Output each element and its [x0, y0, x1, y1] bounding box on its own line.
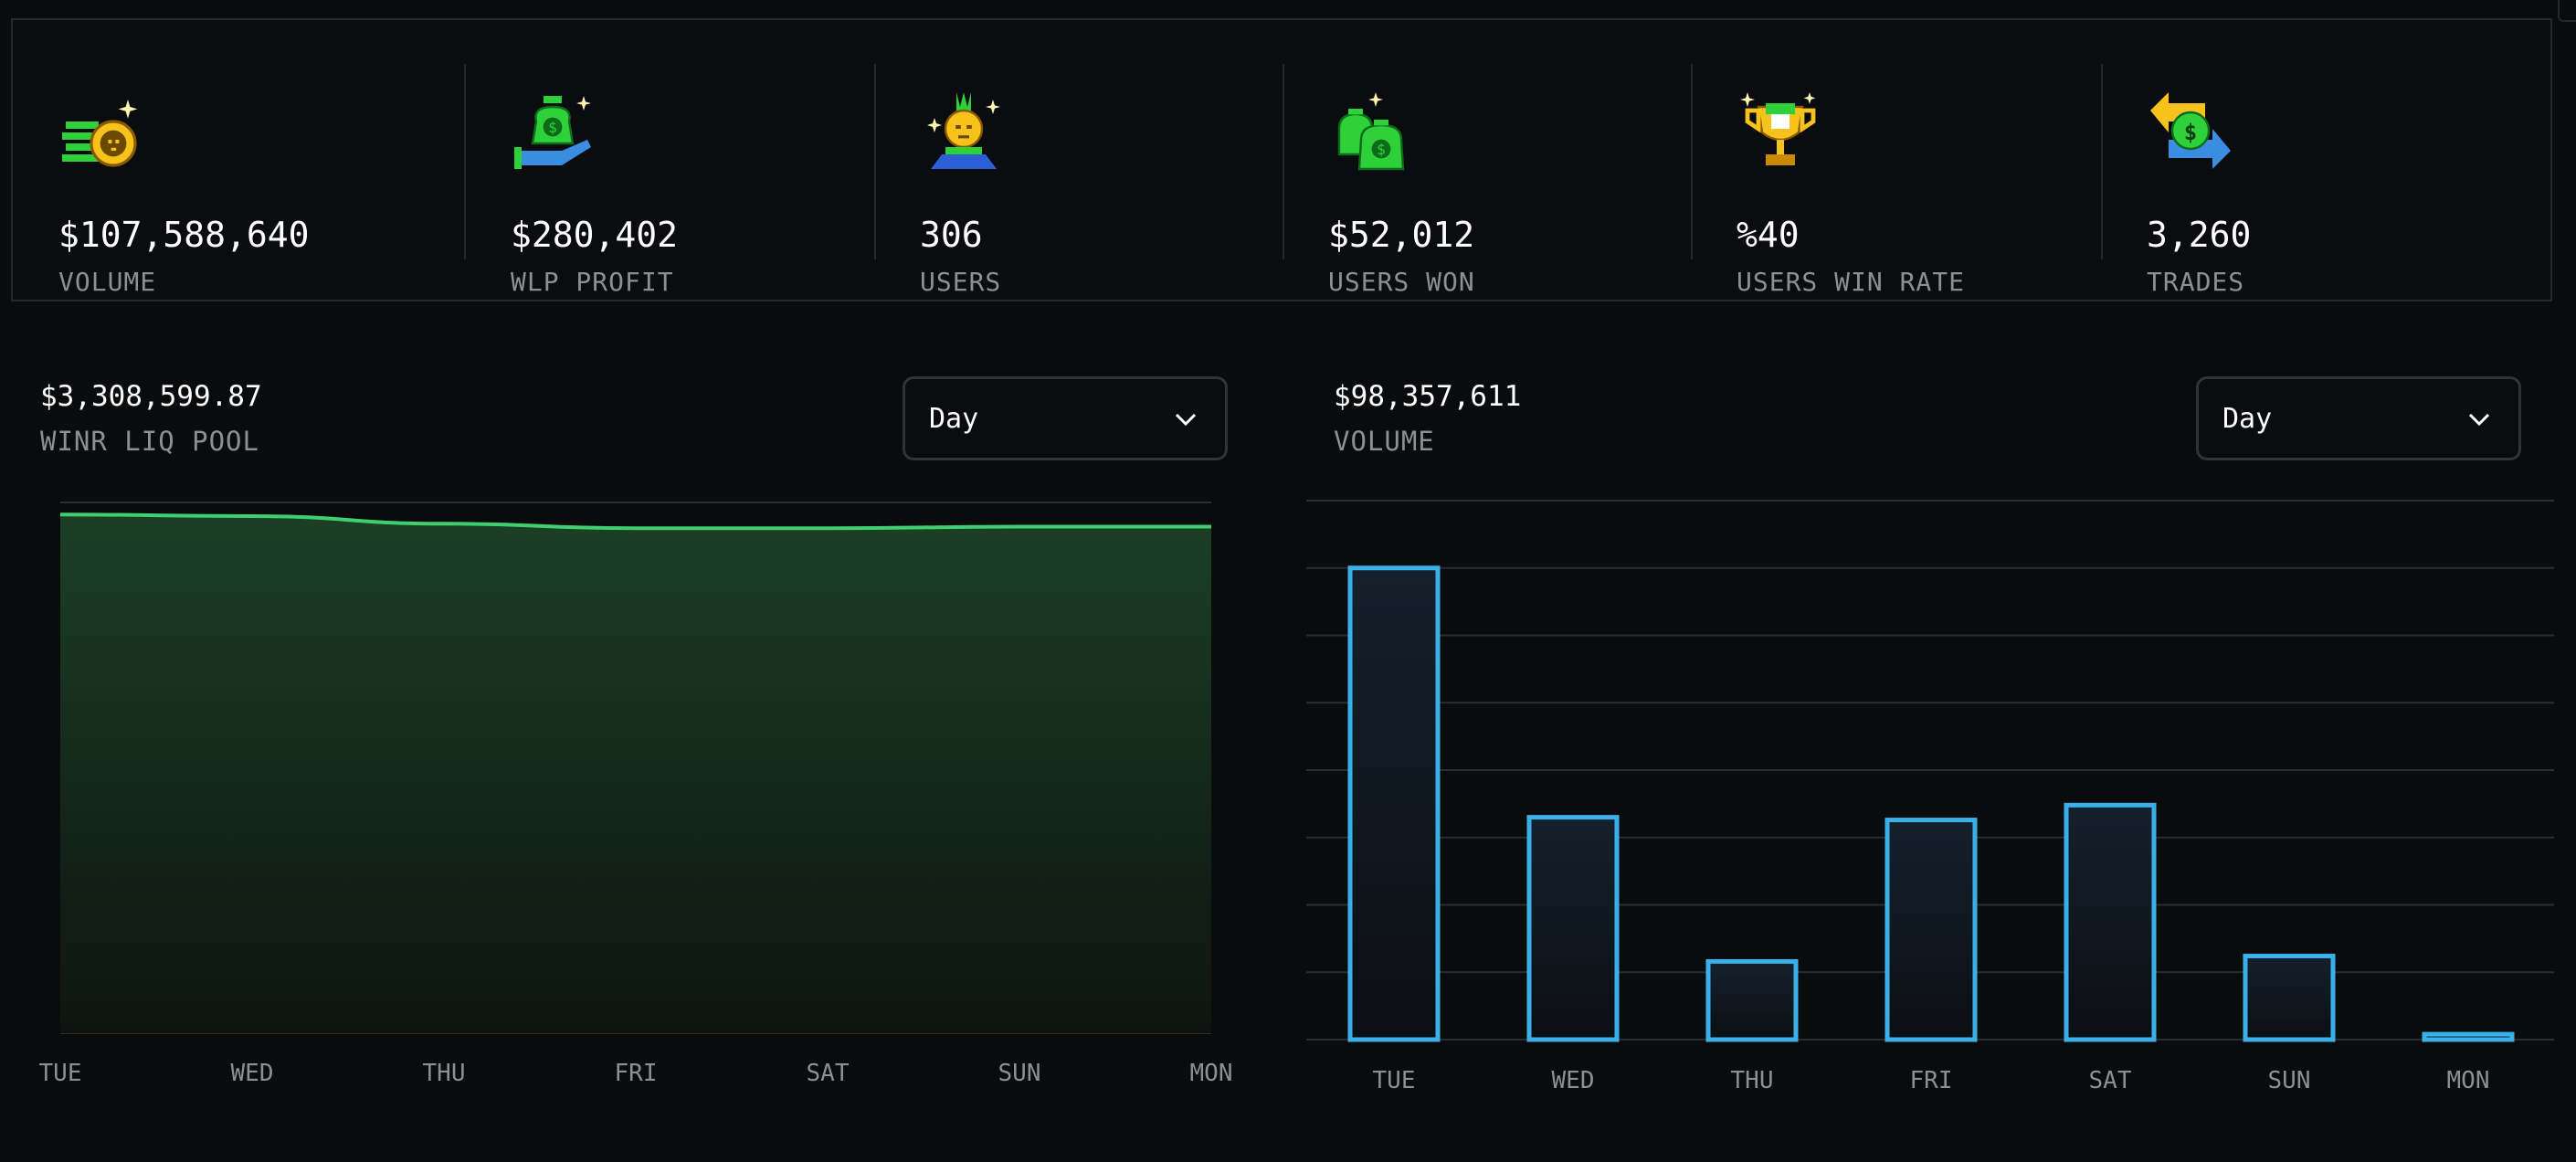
- bar[interactable]: [2422, 1031, 2515, 1042]
- stat-label: USERS WIN RATE: [1737, 267, 1966, 297]
- volume-period-dropdown[interactable]: Day: [2196, 376, 2521, 460]
- stat-volume: $107,588,640 VOLUME: [58, 61, 468, 297]
- divider: [1283, 64, 1284, 259]
- bar[interactable]: [2064, 802, 2157, 1042]
- chevron-down-icon: [2468, 413, 2490, 427]
- x-tick-label: THU: [1731, 1067, 1774, 1094]
- bar[interactable]: [1526, 815, 1620, 1042]
- x-tick-label: TUE: [1373, 1067, 1416, 1094]
- x-tick-label: WED: [231, 1060, 274, 1087]
- stat-wlp-profit: $ $280,402 WLP PROFIT: [511, 61, 920, 297]
- stats-panel: $107,588,640 VOLUME $ $280,402 WLP PROFI…: [11, 18, 2552, 301]
- stat-trades: $ 3,260 TRADES: [2147, 61, 2556, 297]
- bar[interactable]: [2243, 954, 2336, 1042]
- dropdown-selected: Day: [2222, 403, 2273, 435]
- money-bags-icon: $: [1337, 92, 1405, 171]
- bar[interactable]: [1705, 958, 1799, 1042]
- divider: [1691, 64, 1693, 259]
- liq-pool-value: $3,308,599.87: [40, 380, 262, 413]
- volume-label: VOLUME: [1334, 426, 1435, 457]
- stat-value: $107,588,640: [58, 215, 310, 255]
- stat-label: TRADES: [2147, 267, 2245, 297]
- x-tick-label: SAT: [807, 1060, 850, 1087]
- x-tick-label: SUN: [998, 1060, 1041, 1087]
- exchange-arrows-icon: $: [2150, 92, 2231, 169]
- pineapple-character-icon: [927, 92, 1000, 169]
- liq-pool-label: WINR LIQ POOL: [40, 426, 259, 457]
- volume-chart: TUE WED THU FRI SAT SUN MON: [1306, 500, 2554, 1094]
- x-tick-label: MON: [1190, 1060, 1233, 1087]
- x-tick-label: MON: [2447, 1067, 2490, 1094]
- svg-text:$: $: [548, 119, 557, 136]
- area-fill: [60, 514, 1211, 1033]
- dropdown-selected: Day: [929, 403, 979, 435]
- x-tick-label: TUE: [39, 1060, 82, 1087]
- svg-text:$: $: [2184, 120, 2197, 145]
- coin-stack-skull-icon: [62, 100, 138, 167]
- trophy-icon: [1740, 92, 1816, 165]
- x-tick-label: FRI: [615, 1060, 658, 1087]
- stat-value: 306: [920, 215, 983, 255]
- x-tick-label: WED: [1552, 1067, 1595, 1094]
- stat-label: VOLUME: [58, 267, 157, 297]
- divider: [464, 64, 466, 259]
- bar[interactable]: [1884, 818, 1978, 1042]
- divider: [2101, 64, 2103, 259]
- stat-label: WLP PROFIT: [511, 267, 674, 297]
- chevron-down-icon: [1175, 413, 1197, 427]
- liq-pool-period-dropdown[interactable]: Day: [903, 376, 1228, 460]
- series-line: [59, 512, 1211, 531]
- stat-users-won: $ $52,012 USERS WON: [1328, 61, 1737, 297]
- money-bag-hand-icon: $: [514, 96, 591, 169]
- stat-users-win-rate: %40 USERS WIN RATE: [1737, 61, 2146, 297]
- stat-users: 306 USERS: [920, 61, 1329, 297]
- volume-value: $98,357,611: [1334, 380, 1522, 413]
- stat-label: USERS: [920, 267, 1002, 297]
- stat-value: 3,260: [2147, 215, 2252, 255]
- liq-pool-chart: TUE WED THU FRI SAT SUN MON: [39, 502, 1233, 1087]
- stat-value: $280,402: [511, 215, 679, 255]
- x-tick-label: SAT: [2089, 1067, 2132, 1094]
- x-tick-label: FRI: [1910, 1067, 1953, 1094]
- panel-corner: [2558, 0, 2576, 22]
- divider: [874, 64, 876, 259]
- stat-value: %40: [1737, 215, 1800, 255]
- x-tick-label: THU: [423, 1060, 466, 1087]
- bar[interactable]: [1347, 565, 1441, 1042]
- stat-label: USERS WON: [1328, 267, 1475, 297]
- stat-value: $52,012: [1328, 215, 1475, 255]
- x-tick-label: SUN: [2268, 1067, 2311, 1094]
- svg-text:$: $: [1377, 141, 1386, 158]
